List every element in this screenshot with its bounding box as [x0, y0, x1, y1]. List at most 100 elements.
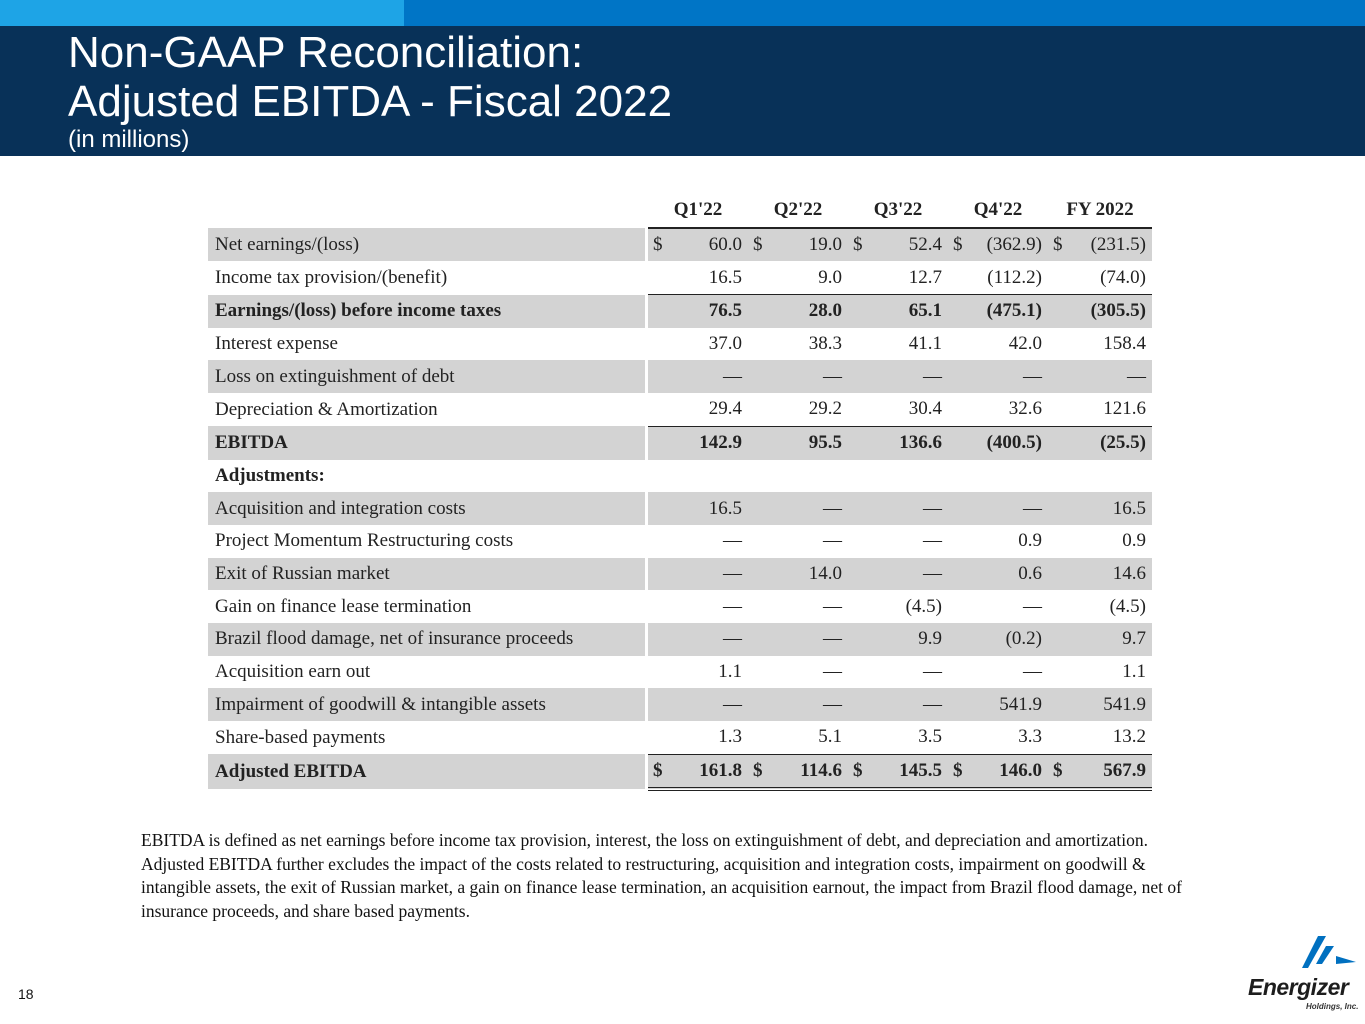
- dollar-sign-cell: [1048, 328, 1066, 361]
- row-label: EBITDA: [208, 426, 645, 460]
- dollar-sign-cell: [748, 294, 766, 328]
- dollar-sign-cell: [648, 525, 666, 558]
- row-label: Exit of Russian market: [208, 557, 645, 591]
- row-label: Impairment of goodwill & intangible asse…: [208, 688, 645, 721]
- row-label: Brazil flood damage, net of insurance pr…: [208, 622, 645, 656]
- dollar-sign-cell: [748, 590, 766, 623]
- dollar-sign-cell: [748, 393, 766, 426]
- table-row: Adjustments:: [208, 459, 1152, 493]
- dollar-sign-cell: [648, 328, 666, 361]
- column-gap: [645, 459, 648, 493]
- dollar-sign-cell: [1048, 557, 1066, 591]
- dollar-sign-cell: [848, 294, 866, 328]
- value-cell: —: [966, 492, 1048, 525]
- value-cell: (4.5): [1109, 595, 1146, 617]
- value-cell: 5.1: [818, 726, 842, 748]
- value-cell: 567.9: [1066, 753, 1152, 792]
- value-cell: —: [766, 360, 848, 394]
- value-cell: 30.4: [908, 398, 942, 420]
- dollar-sign-cell: [1048, 261, 1066, 294]
- dollar-sign-cell: [948, 721, 966, 754]
- dollar-sign-cell: [848, 590, 866, 623]
- column-gap: [645, 327, 648, 361]
- dollar-sign-cell: [748, 525, 766, 558]
- column-gap: [645, 294, 648, 328]
- table-row: Gain on finance lease termination — — (4.5)…: [208, 590, 1152, 623]
- dollar-sign-cell: [948, 328, 966, 361]
- column-gap: [645, 622, 648, 656]
- row-label: Depreciation & Amortization: [215, 398, 438, 420]
- table-row: EBITDA 142.9 95.5 136.6 (400.5) (25.5): [208, 425, 1152, 460]
- value-cell: 9.9: [866, 622, 948, 656]
- column-header: Q1'22: [648, 194, 748, 229]
- value-cell: 95.5: [766, 425, 848, 460]
- reconciliation-table: Q1'22 Q2'22 Q3'22 Q4'22 FY 2022 Net earn…: [208, 194, 1152, 792]
- dollar-sign-cell: [748, 622, 766, 656]
- table-row: Share-based payments 1.3 5.1 3.5 3.3 13.2: [208, 721, 1152, 755]
- dollar-sign-cell: [748, 360, 766, 394]
- row-label: Acquisition earn out: [215, 660, 371, 682]
- energizer-swoosh-icon: [1302, 936, 1356, 968]
- dollar-sign-cell: $: [948, 753, 966, 792]
- dollar-sign-cell: [948, 393, 966, 426]
- dollar-sign-cell: [648, 294, 666, 328]
- dollar-sign-cell: [748, 557, 766, 591]
- logo-wordmark: Energizer: [1248, 974, 1349, 1000]
- dollar-sign-cell: [948, 525, 966, 558]
- value-cell: 541.9: [966, 688, 1048, 721]
- value-cell: —: [923, 530, 942, 552]
- table-header-row: Q1'22 Q2'22 Q3'22 Q4'22 FY 2022: [208, 194, 1152, 229]
- value-cell: —: [766, 688, 848, 721]
- dollar-sign-cell: [1048, 721, 1066, 754]
- dollar-sign-cell: [648, 360, 666, 394]
- logo-tagline: Holdings, Inc.: [1306, 1002, 1359, 1011]
- dollar-sign-cell: [848, 360, 866, 394]
- value-cell: (362.9): [966, 227, 1048, 262]
- dollar-sign-cell: [948, 656, 966, 689]
- dollar-sign-cell: [848, 328, 866, 361]
- row-label: Net earnings/(loss): [208, 227, 645, 262]
- dollar-sign-cell: [1048, 492, 1066, 525]
- dollar-sign-cell: [748, 721, 766, 754]
- row-label: Adjustments:: [215, 464, 325, 486]
- value-cell: —: [666, 688, 748, 721]
- column-header: FY 2022: [1048, 194, 1152, 229]
- dollar-sign-cell: $: [748, 227, 766, 262]
- value-cell: 29.4: [708, 398, 742, 420]
- column-gap: [645, 655, 648, 689]
- row-label: Adjusted EBITDA: [208, 754, 645, 790]
- value-cell: —: [766, 492, 848, 525]
- value-cell: —: [723, 530, 742, 552]
- dollar-sign-cell: [648, 688, 666, 721]
- value-cell: 16.5: [708, 266, 742, 288]
- value-cell: 0.9: [1018, 530, 1042, 552]
- value-cell: 1.1: [718, 660, 742, 682]
- value-cell: 14.6: [1066, 557, 1152, 591]
- dollar-sign-cell: [848, 721, 866, 754]
- column-header: Q3'22: [848, 194, 948, 229]
- dollar-sign-cell: [948, 360, 966, 394]
- dollar-sign-cell: $: [948, 227, 966, 262]
- value-cell: 136.6: [866, 425, 948, 460]
- table-row: Exit of Russian market — 14.0 — 0.6 14.6: [208, 557, 1152, 591]
- column-gap: [645, 492, 648, 525]
- dollar-sign-cell: [648, 656, 666, 689]
- value-cell: —: [823, 660, 842, 682]
- dollar-sign-cell: [948, 622, 966, 656]
- row-label: Gain on finance lease termination: [215, 595, 472, 617]
- value-cell: —: [666, 557, 748, 591]
- value-cell: 29.2: [808, 398, 842, 420]
- value-cell: (112.2): [987, 266, 1042, 288]
- value-cell: —: [966, 360, 1048, 394]
- value-cell: (475.1): [966, 294, 1048, 328]
- value-cell: 9.7: [1066, 622, 1152, 656]
- value-cell: (4.5): [905, 595, 942, 617]
- slide-header: Non-GAAP Reconciliation: Adjusted EBITDA…: [0, 26, 1365, 156]
- table-row: Interest expense 37.0 38.3 41.1 42.0 158.4: [208, 327, 1152, 361]
- column-gap: [645, 688, 648, 721]
- row-label: Project Momentum Restructuring costs: [215, 530, 514, 552]
- value-cell: 146.0: [966, 753, 1048, 792]
- column-gap: [645, 360, 648, 394]
- value-cell: —: [923, 660, 942, 682]
- dollar-sign-cell: [648, 425, 666, 460]
